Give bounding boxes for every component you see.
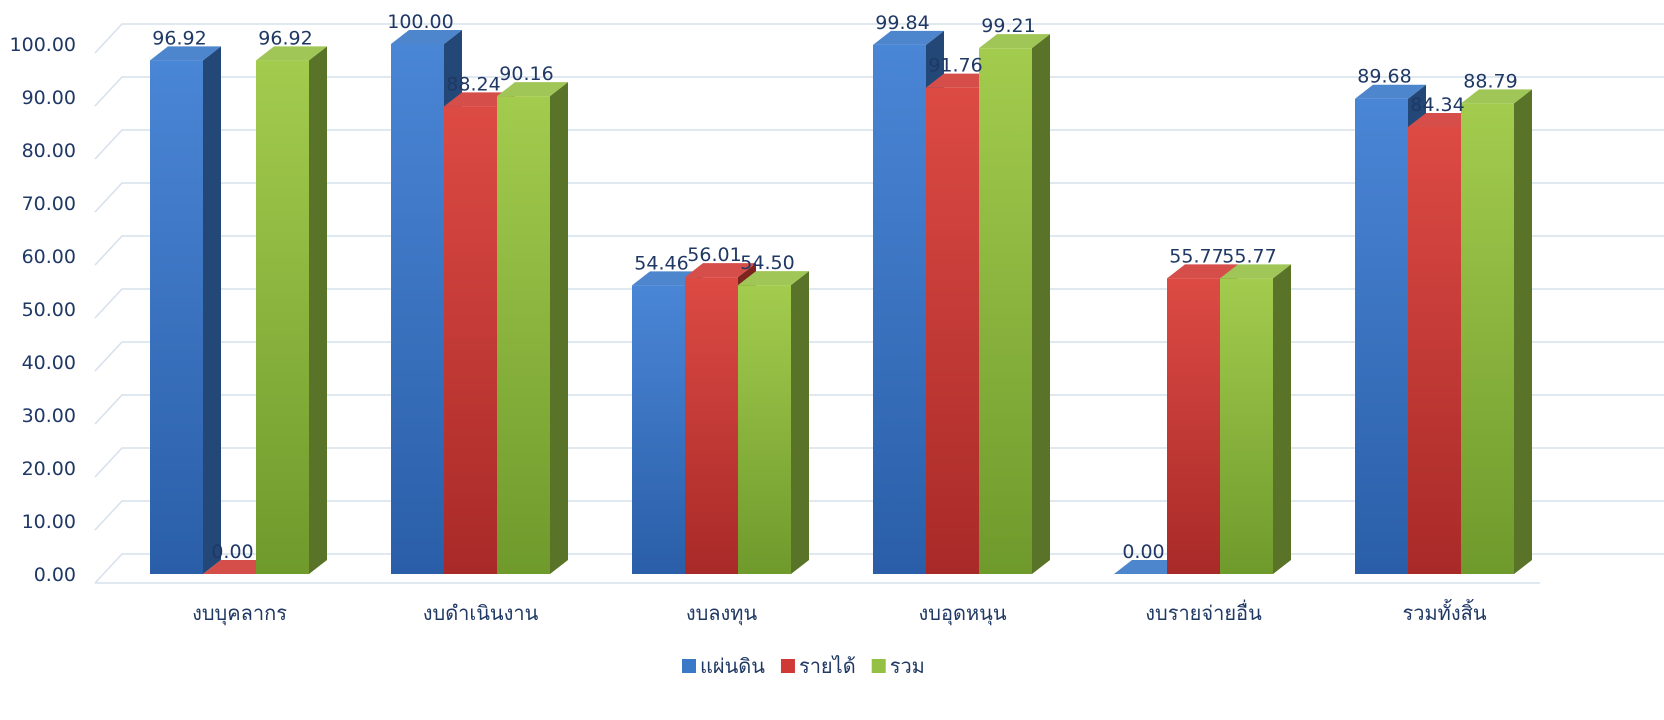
- legend-swatch: [871, 659, 886, 673]
- bar: [1220, 264, 1291, 574]
- gridline: [94, 394, 1664, 425]
- bar: [979, 34, 1050, 574]
- data-label: 96.92: [152, 27, 206, 49]
- bar: [738, 271, 809, 574]
- data-label: 99.84: [875, 12, 929, 34]
- data-label: 55.77: [1169, 245, 1223, 267]
- data-label: 88.24: [446, 73, 500, 95]
- data-label: 56.01: [687, 244, 741, 266]
- legend-label: รายได้: [799, 654, 856, 678]
- legend-label: แผ่นดิน: [700, 654, 765, 678]
- data-label: 91.76: [928, 55, 982, 77]
- data-label: 99.21: [981, 15, 1035, 37]
- data-label: 96.92: [258, 27, 312, 49]
- gridline: [94, 341, 1664, 372]
- y-tick-label: 40.00: [22, 352, 76, 374]
- y-tick-label: 80.00: [22, 140, 76, 162]
- category-label: งบลงทุน: [686, 601, 758, 626]
- data-label: 54.46: [634, 252, 688, 274]
- y-tick-label: 30.00: [22, 405, 76, 427]
- gridline: [94, 129, 1664, 160]
- y-tick-label: 10.00: [22, 511, 76, 533]
- data-label: 55.77: [1222, 245, 1276, 267]
- gridline: [94, 447, 1664, 478]
- legend-item: รวม: [871, 654, 925, 678]
- bar: [150, 46, 221, 575]
- legend-label: รวม: [890, 654, 925, 678]
- bar: [497, 82, 568, 574]
- bar: [1461, 89, 1532, 575]
- category-label: งบรายจ่ายอื่น: [1145, 599, 1262, 625]
- gridline: [94, 23, 1664, 54]
- y-tick-label: 20.00: [22, 458, 76, 480]
- gridline: [94, 553, 1664, 584]
- category-label: งบดำเนินงาน: [423, 601, 539, 625]
- y-tick-label: 100.00: [10, 34, 76, 56]
- category-label: งบอุดหนุน: [919, 601, 1007, 626]
- legend-item: แผ่นดิน: [682, 654, 765, 678]
- legend-item: รายได้: [780, 654, 856, 678]
- gridline: [94, 235, 1664, 266]
- x-axis: งบบุคลากร งบดำเนินงาน งบลงทุน งบอุดหนุน งบรา…: [192, 599, 1487, 626]
- legend-swatch: [780, 659, 795, 673]
- category-label: รวมทั้งสิ้น: [1403, 599, 1487, 625]
- data-label: 0.00: [1122, 541, 1164, 563]
- gridlines: [94, 23, 1664, 584]
- data-label: 54.50: [740, 252, 794, 274]
- y-tick-label: 50.00: [22, 299, 76, 321]
- y-tick-label: 90.00: [22, 87, 76, 109]
- legend: แผ่นดิน รายได้ รวม: [682, 654, 925, 678]
- gridline: [94, 182, 1664, 213]
- legend-swatch: [682, 659, 696, 673]
- bars: [150, 30, 1532, 575]
- gridline: [94, 500, 1664, 531]
- gridline: [94, 76, 1664, 107]
- data-label: 100.00: [387, 11, 453, 33]
- y-tick-label: 0.00: [34, 564, 76, 586]
- data-label: 0.00: [211, 541, 253, 563]
- gridline: [94, 288, 1664, 319]
- data-label: 88.79: [1463, 70, 1517, 92]
- data-label: 84.34: [1410, 94, 1464, 116]
- y-axis: 0.00 10.00 20.00 30.00 40.00 50.00 60.00 70.00 8…: [10, 34, 76, 586]
- y-tick-label: 60.00: [22, 246, 76, 268]
- bar: [256, 46, 327, 575]
- data-label: 89.68: [1357, 66, 1411, 88]
- category-label: งบบุคลากร: [192, 601, 287, 626]
- y-tick-label: 70.00: [22, 193, 76, 215]
- data-label: 90.16: [499, 63, 553, 85]
